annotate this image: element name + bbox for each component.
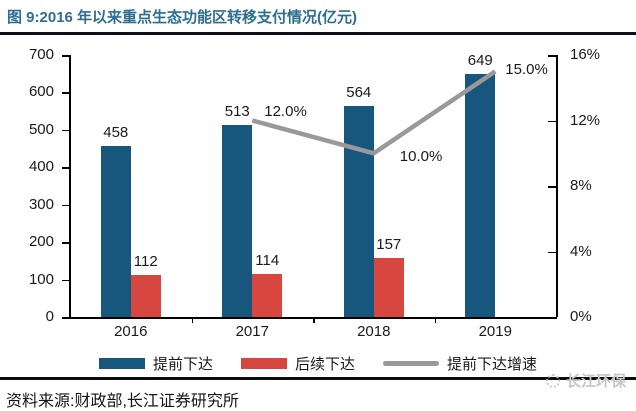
x-axis-tick xyxy=(434,317,436,323)
legend-label: 提前下达增速 xyxy=(447,356,538,373)
source-note: 资料来源:财政部,长江证券研究所 xyxy=(6,393,239,410)
growth-rate-label: 15.0% xyxy=(505,61,548,79)
x-category-label: 2018 xyxy=(357,323,391,340)
bar-value-label: 564 xyxy=(346,83,372,101)
x-axis-tick xyxy=(313,317,315,323)
bar-value-label: 112 xyxy=(133,253,158,271)
legend-item: 后续下达 xyxy=(240,353,355,374)
x-category-label: 2017 xyxy=(235,323,269,340)
y-axis-left-label: 700 xyxy=(28,46,54,63)
y-axis-left-label: 200 xyxy=(28,233,54,251)
bar-advance xyxy=(222,124,253,317)
x-category-label: 2016 xyxy=(114,323,148,340)
y-axis-right-tick xyxy=(548,317,556,319)
bar-value-label: 649 xyxy=(467,52,493,70)
growth-rate-label: 12.0% xyxy=(264,102,307,120)
y-axis-left-label: 100 xyxy=(28,270,54,288)
legend-swatch-line xyxy=(383,361,439,366)
y-axis-left-tick xyxy=(62,279,70,282)
legend-item: 提前下达 xyxy=(98,353,213,374)
y-axis-right-tick xyxy=(548,251,556,253)
y-axis-left-label: 500 xyxy=(28,120,54,138)
legend-label: 提前下达 xyxy=(152,356,213,373)
bar-value-label: 458 xyxy=(103,123,129,141)
growth-line xyxy=(251,69,497,156)
y-axis-left-label: 400 xyxy=(28,158,54,176)
figure-title: 图 9:2016 年以来重点生态功能区转移支付情况(亿元) xyxy=(7,9,358,26)
bar-value-label: 157 xyxy=(376,236,402,254)
y-axis-right xyxy=(556,55,558,317)
bar-advance xyxy=(343,105,374,317)
bar-advance xyxy=(100,145,131,317)
growth-rate-label: 10.0% xyxy=(399,148,443,166)
y-axis-right-label: 16% xyxy=(570,46,601,63)
y-axis-left-tick xyxy=(62,317,70,319)
y-axis-left-tick xyxy=(62,55,70,57)
y-axis-right-label: 12% xyxy=(570,111,601,129)
y-axis-right-tick xyxy=(548,186,556,188)
y-axis-left-label: 0 xyxy=(45,308,54,325)
legend-swatch-rect xyxy=(98,358,145,369)
y-axis-right-label: 8% xyxy=(570,177,592,194)
title-divider xyxy=(0,32,636,35)
y-axis-left-label: 300 xyxy=(28,195,54,213)
bar-value-label: 513 xyxy=(224,102,250,120)
y-axis-left-tick xyxy=(62,92,70,94)
legend-item: 提前下达增速 xyxy=(383,353,537,374)
y-axis-left xyxy=(69,55,71,317)
brand-logo-icon xyxy=(545,373,560,388)
y-axis-left-label: 600 xyxy=(28,83,54,101)
bar-advance xyxy=(465,74,496,317)
y-axis-left-tick xyxy=(62,129,70,132)
y-axis-left-tick xyxy=(62,242,70,244)
brand-watermark-text: 长江环保 xyxy=(565,373,626,390)
legend-label: 后续下达 xyxy=(294,356,355,373)
y-axis-right-label: 4% xyxy=(570,242,592,260)
footer-divider xyxy=(0,377,636,380)
bar-followup xyxy=(252,274,283,317)
bar-followup xyxy=(373,258,404,317)
y-axis-right-tick xyxy=(548,120,556,122)
legend-swatch-rect xyxy=(240,358,287,369)
bar-value-label: 114 xyxy=(255,252,280,270)
y-axis-right-tick xyxy=(548,55,556,57)
bar-followup xyxy=(130,275,161,317)
chart-legend: 提前下达 后续下达 提前下达增速 xyxy=(0,353,636,374)
y-axis-left-tick xyxy=(62,204,70,207)
x-axis-tick xyxy=(191,317,193,323)
brand-watermark: 长江环保 xyxy=(545,370,626,391)
y-axis-right-label: 0% xyxy=(570,308,592,325)
x-category-label: 2019 xyxy=(478,323,512,340)
combo-chart: 700 600 500 400 300 200 100 0 16% 12% 8% 4% 0% 2016 20… xyxy=(28,46,601,340)
y-axis-left-tick xyxy=(62,167,70,169)
